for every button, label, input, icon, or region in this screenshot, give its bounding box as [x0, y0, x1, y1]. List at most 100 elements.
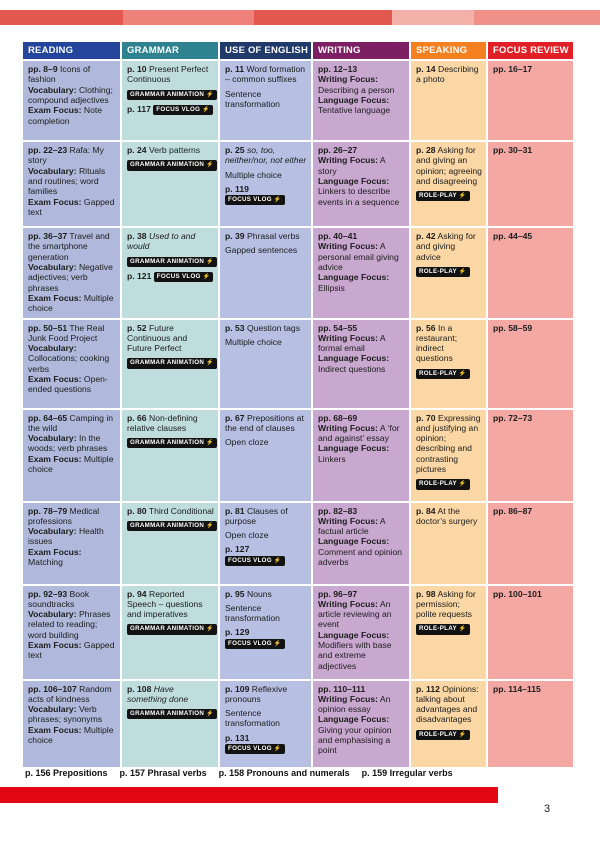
text-block: Exam Focus: Multiple choice	[28, 725, 116, 746]
text-run: pp. 40–41	[318, 231, 358, 241]
cell-writing: pp. 40–41 Writing Focus: A personal email…	[313, 228, 409, 318]
text-run: Open cloze	[225, 530, 269, 541]
text-run: pp. 16–17	[493, 64, 533, 74]
cell-reading: pp. 22–23 Rafa: My story Vocabulary: Ritu…	[23, 142, 120, 226]
text-run: Linkers	[318, 453, 346, 464]
text-block: Writing Focus: A formal email	[318, 333, 405, 354]
text-run: Writing Focus:	[318, 422, 378, 433]
badge-label: FOCUS VLOG	[228, 196, 272, 204]
text-run: p. 81	[225, 505, 245, 516]
text-block: Exam Focus: Gapped text	[28, 197, 116, 218]
text-run: pp. 12–13	[318, 64, 358, 74]
text-block: pp. 92–93 Book soundtracks	[28, 589, 116, 610]
text-block: pp. 86–87	[493, 506, 569, 516]
page-number: 3	[544, 803, 551, 815]
text-block: ROLE-PLAY ⚡	[416, 368, 482, 379]
text-block: pp. 72–73	[493, 413, 569, 423]
text-run: Used to and would	[127, 231, 196, 252]
text-run: Language Focus:	[318, 714, 390, 725]
cell-writing: pp. 12–13 Writing Focus: Describing a per…	[313, 61, 409, 140]
text-run: Expressing and justifying an opinion; de…	[416, 412, 481, 475]
badge-label: GRAMMAR ANIMATION	[130, 90, 205, 98]
text-block: pp. 8–9 Icons of fashion	[28, 64, 116, 85]
text-run: A personal email giving advice	[318, 241, 399, 272]
cell-writing: pp. 26–27 Writing Focus: A story Language …	[313, 142, 409, 226]
text-block: p. 108 Have something done	[127, 684, 214, 705]
text-block: Sentence transformation	[225, 89, 307, 110]
text-run: Health issues	[28, 526, 104, 547]
text-run: Prepositions at the end of clauses	[225, 412, 304, 433]
cell-grammar: p. 94 Reported Speech – questions and im…	[122, 585, 218, 679]
top-bar-segment	[392, 10, 474, 25]
text-block: Language Focus: Ellipsis	[318, 272, 405, 293]
text-run: p. 67	[225, 412, 245, 423]
badge-grammar-animation: GRAMMAR ANIMATION ⚡	[127, 256, 217, 267]
text-run: so, too, neither/nor, not either	[225, 145, 307, 166]
badge-label: GRAMMAR ANIMATION	[130, 439, 205, 447]
text-block: ROLE-PLAY ⚡	[416, 266, 482, 278]
text-block: Exam Focus: Gapped text	[28, 640, 116, 661]
text-block: pp. 26–27	[318, 145, 405, 155]
lightning-icon: ⚡	[458, 193, 467, 200]
text-block: pp. 44–45	[493, 231, 569, 241]
text-block: p. 127 FOCUS VLOG ⚡	[225, 544, 307, 566]
text-block: pp. 68–69	[318, 413, 405, 423]
text-block: Writing Focus: A personal email giving a…	[318, 241, 405, 272]
text-block: GRAMMAR ANIMATION ⚡	[127, 89, 217, 100]
text-run: p. 66	[127, 412, 147, 423]
text-block: Language Focus: Tentative language	[318, 95, 405, 116]
text-block: Open cloze	[225, 530, 307, 540]
cell-writing: pp. 54–55 Writing Focus: A formal email La…	[313, 319, 409, 408]
text-block: p. 14 Describing a photo	[416, 64, 482, 85]
text-block: p. 70 Expressing and justifying an opini…	[416, 413, 482, 475]
text-run: Giving your opinion and emphasising a po…	[318, 724, 392, 756]
text-run: Language Focus:	[318, 175, 390, 186]
badge-role-play: ROLE-PLAY ⚡	[416, 624, 470, 635]
text-block: Language Focus: Modifiers with base and …	[318, 630, 405, 671]
text-block: p. 11 Word formation – common suffixes	[225, 64, 307, 85]
text-run: The Real Junk Food Project	[28, 322, 105, 343]
cell-reading: pp. 64–65 Camping in the wild Vocabulary:…	[23, 409, 120, 501]
text-run: Clothing; compound adjectives	[28, 84, 113, 105]
text-block: Vocabulary: Health issues	[28, 526, 116, 547]
text-block: p. 24 Verb patterns	[127, 145, 214, 155]
lightning-icon: ⚡	[273, 746, 282, 753]
table-row: pp. 50–51 The Real Junk Food Project Voca…	[23, 319, 575, 408]
text-run: p. 112	[416, 683, 440, 694]
text-block: pp. 64–65 Camping in the wild	[28, 413, 116, 434]
text-run: p. 56	[416, 322, 436, 333]
badge-label: ROLE-PLAY	[419, 625, 457, 633]
cell-speaking: p. 28 Asking for and giving an opinion; …	[411, 142, 486, 226]
text-run: p. 14	[416, 64, 436, 74]
cell-use: p. 109 Reflexive pronouns Sentence transf…	[220, 680, 311, 767]
text-block: p. 38 Used to and would	[127, 231, 214, 252]
text-run: Travel and the smartphone generation	[28, 231, 110, 262]
text-run: Asking for and giving advice	[416, 231, 476, 262]
table-row: pp. 78–79 Medical professions Vocabulary:…	[23, 502, 575, 584]
badge-role-play: ROLE-PLAY ⚡	[416, 368, 470, 379]
cell-writing: pp. 82–83 Writing Focus: A factual articl…	[313, 502, 409, 584]
text-run: pp. 44–45	[493, 231, 533, 241]
top-bar-segment	[123, 10, 254, 25]
text-run: p. 109	[225, 683, 250, 694]
text-block: Language Focus: Linkers	[318, 443, 405, 464]
text-block: p. 129 FOCUS VLOG ⚡	[225, 627, 307, 649]
lightning-icon: ⚡	[206, 711, 214, 718]
text-run: Writing Focus:	[318, 515, 378, 526]
lightning-icon: ⚡	[273, 640, 282, 647]
text-block: p. 25 so, too, neither/nor, not either	[225, 145, 307, 166]
text-block: p. 109 Reflexive pronouns	[225, 684, 307, 705]
text-block: p. 53 Question tags	[225, 323, 307, 333]
cell-speaking: p. 112 Opinions: talking about advantage…	[411, 680, 486, 767]
text-block: GRAMMAR ANIMATION ⚡	[127, 256, 217, 267]
text-block: Writing Focus: A factual article	[318, 516, 405, 537]
cell-grammar: p. 66 Non-defining relative clauses GRAMM…	[122, 409, 218, 501]
badge-label: GRAMMAR ANIMATION	[130, 710, 205, 718]
text-block: pp. 54–55	[318, 323, 405, 333]
text-block: ROLE-PLAY ⚡	[416, 478, 482, 490]
text-run: p. 98	[416, 588, 436, 599]
text-block: pp. 110–111	[318, 684, 405, 694]
text-block: p. 67 Prepositions at the end of clauses	[225, 413, 307, 434]
text-run: pp. 78–79	[28, 505, 68, 516]
table-body: pp. 8–9 Icons of fashion Vocabulary: Clot…	[23, 61, 575, 767]
